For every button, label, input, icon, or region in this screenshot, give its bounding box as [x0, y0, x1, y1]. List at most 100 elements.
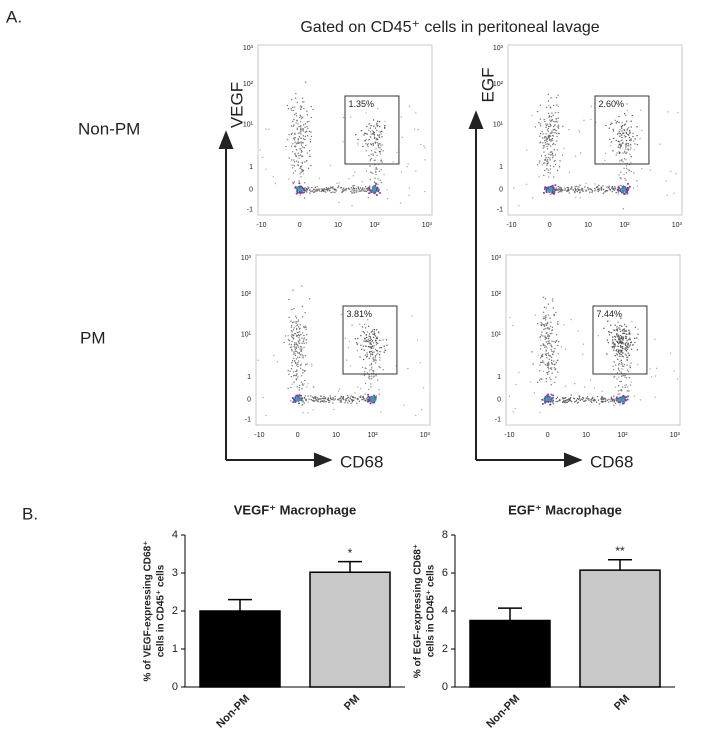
- event-dot: [291, 334, 293, 336]
- event-dot: [375, 341, 378, 344]
- event-dot: [294, 350, 297, 352]
- event-dot: [291, 348, 293, 351]
- event-dot: [288, 373, 290, 376]
- event-dot: [541, 323, 543, 325]
- event-dot: [538, 162, 541, 164]
- event-dot: [624, 344, 627, 347]
- event-dot: [370, 153, 372, 155]
- event-dot: [274, 182, 277, 185]
- event-dot: [545, 189, 548, 192]
- event-dot: [308, 398, 310, 400]
- y-tick-label: 10³: [491, 255, 502, 262]
- event-dot: [379, 131, 381, 133]
- event-dot: [303, 191, 306, 194]
- event-dot: [365, 170, 368, 172]
- event-dot: [372, 347, 374, 349]
- event-dot: [591, 191, 593, 193]
- event-dot: [293, 351, 295, 353]
- event-dot: [301, 168, 303, 171]
- event-dot: [628, 329, 630, 331]
- event-dot: [636, 134, 638, 137]
- event-dot: [373, 345, 375, 347]
- event-dot: [619, 339, 622, 341]
- event-dot: [582, 397, 585, 400]
- event-dot: [547, 144, 550, 146]
- event-dot: [366, 398, 369, 401]
- event-dot: [310, 116, 313, 119]
- event-dot: [261, 156, 264, 159]
- event-dot: [303, 107, 305, 110]
- event-dot: [626, 340, 628, 342]
- event-dot: [420, 143, 422, 146]
- event-dot: [367, 319, 369, 321]
- event-dot: [547, 156, 549, 159]
- event-dot: [312, 396, 314, 398]
- event-dot: [618, 338, 620, 341]
- event-dot: [541, 398, 544, 401]
- event-dot: [384, 125, 386, 127]
- event-dot: [302, 411, 304, 414]
- event-dot: [625, 377, 628, 379]
- event-dot: [625, 330, 627, 332]
- event-dot: [291, 383, 294, 385]
- event-dot: [291, 336, 294, 339]
- event-dot: [306, 386, 308, 388]
- event-dot: [364, 132, 366, 134]
- event-dot: [544, 336, 547, 339]
- event-dot: [589, 379, 592, 382]
- event-dot: [634, 143, 636, 145]
- event-dot: [301, 150, 303, 153]
- event-dot: [304, 123, 307, 125]
- event-dot: [559, 188, 561, 190]
- event-dot: [576, 402, 579, 404]
- event-dot: [345, 359, 348, 361]
- event-dot: [628, 145, 630, 147]
- event-dot: [304, 81, 307, 83]
- event-dot: [539, 142, 541, 144]
- event-dot: [622, 152, 624, 154]
- event-dot: [306, 363, 308, 365]
- event-dot: [619, 380, 621, 383]
- event-dot: [552, 403, 555, 405]
- event-dot: [554, 144, 556, 146]
- event-dot: [384, 120, 386, 123]
- event-dot: [590, 118, 592, 121]
- event-dot: [328, 401, 330, 404]
- event-dot: [287, 369, 289, 372]
- event-dot: [618, 151, 621, 154]
- event-dot: [369, 136, 372, 138]
- event-dot: [555, 132, 558, 135]
- event-dot: [549, 145, 552, 147]
- event-dot: [302, 401, 304, 403]
- event-dot: [612, 368, 615, 371]
- event-dot: [617, 193, 619, 195]
- event-dot: [367, 345, 370, 348]
- event-dot: [301, 97, 304, 100]
- event-dot: [309, 141, 312, 143]
- event-dot: [378, 125, 381, 128]
- event-dot: [295, 328, 298, 331]
- event-dot: [620, 350, 623, 352]
- event-dot: [655, 367, 658, 370]
- event-dot: [355, 134, 357, 136]
- event-dot: [547, 112, 550, 115]
- event-dot: [619, 398, 622, 401]
- event-dot: [296, 335, 299, 337]
- event-dot: [289, 370, 291, 372]
- event-dot: [374, 358, 377, 360]
- event-dot: [294, 141, 296, 143]
- event-dot: [362, 398, 364, 400]
- event-dot: [297, 344, 299, 347]
- event-dot: [629, 144, 632, 146]
- event-dot: [549, 343, 551, 345]
- event-dot: [620, 361, 623, 364]
- event-dot: [566, 401, 569, 404]
- event-dot: [552, 129, 554, 131]
- event-dot: [552, 142, 555, 145]
- event-dot: [356, 386, 359, 388]
- event-dot: [370, 377, 373, 380]
- event-dot: [605, 189, 607, 192]
- event-dot: [554, 341, 557, 344]
- event-dot: [619, 135, 621, 137]
